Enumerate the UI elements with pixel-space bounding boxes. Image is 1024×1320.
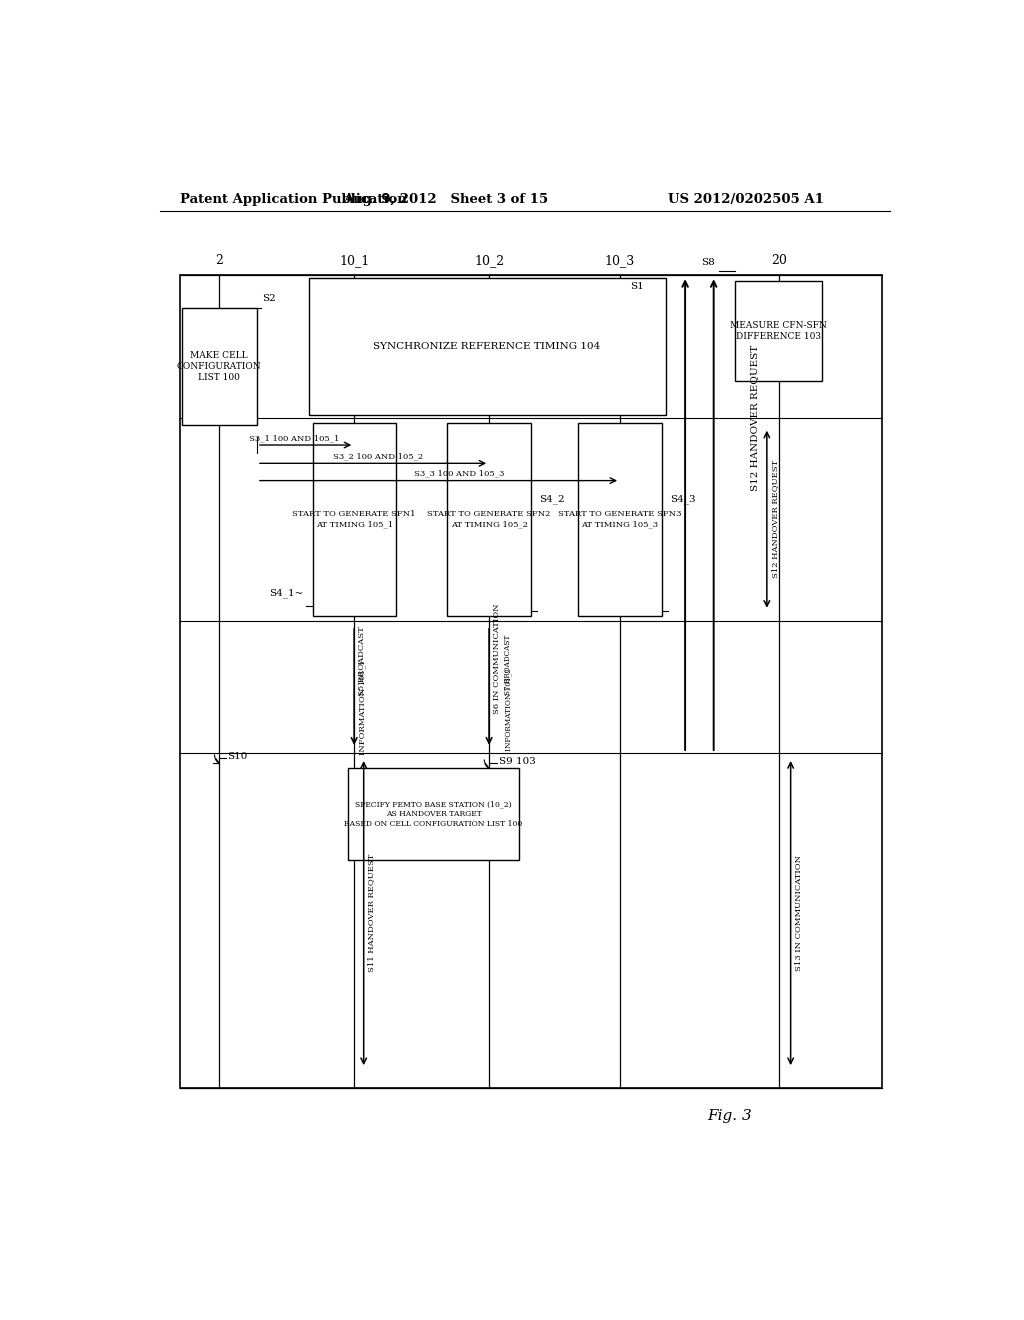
Text: S4_3: S4_3 [670, 494, 695, 504]
Text: S12 HANDOVER REQUEST: S12 HANDOVER REQUEST [751, 345, 760, 491]
Text: US 2012/0202505 A1: US 2012/0202505 A1 [668, 193, 823, 206]
Text: SYNCHRONIZE REFERENCE TIMING 104: SYNCHRONIZE REFERENCE TIMING 104 [374, 342, 601, 351]
Text: S10: S10 [227, 751, 248, 760]
Text: 20: 20 [771, 255, 786, 267]
Bar [312, 422, 396, 615]
Text: S4_2: S4_2 [539, 494, 564, 504]
Bar [579, 422, 662, 615]
Text: START TO GENERATE SFN3
AT TIMING 105_3: START TO GENERATE SFN3 AT TIMING 105_3 [558, 511, 682, 528]
Text: Aug. 9, 2012   Sheet 3 of 15: Aug. 9, 2012 Sheet 3 of 15 [343, 193, 548, 206]
Bar [308, 277, 666, 414]
Text: 10_1: 10_1 [339, 255, 370, 267]
Text: 10_3: 10_3 [605, 255, 635, 267]
Text: S3_1 100 AND 105_1: S3_1 100 AND 105_1 [250, 434, 340, 442]
Text: Fig. 3: Fig. 3 [708, 1109, 752, 1123]
Text: S5 BROADCAST: S5 BROADCAST [358, 627, 367, 697]
Text: S4_1~: S4_1~ [269, 589, 303, 598]
Bar [735, 281, 822, 381]
Bar [179, 276, 882, 1089]
Text: S6 IN COMMUNICATION: S6 IN COMMUNICATION [493, 603, 501, 714]
Text: S2: S2 [262, 294, 276, 304]
Text: MAKE CELL
CONFIGURATION
LIST 100: MAKE CELL CONFIGURATION LIST 100 [177, 351, 261, 383]
Text: S12 HANDOVER REQUEST: S12 HANDOVER REQUEST [771, 461, 779, 578]
Text: S9 103: S9 103 [499, 756, 536, 766]
Text: S7 BROADCAST: S7 BROADCAST [504, 635, 512, 694]
Text: Patent Application Publication: Patent Application Publication [179, 193, 407, 206]
Text: 10_2: 10_2 [474, 255, 504, 267]
Text: START TO GENERATE SFN1
AT TIMING 105_1: START TO GENERATE SFN1 AT TIMING 105_1 [293, 511, 416, 528]
Text: S8: S8 [701, 259, 715, 267]
Text: START TO GENERATE SFN2
AT TIMING 105_2: START TO GENERATE SFN2 AT TIMING 105_2 [427, 511, 551, 528]
Text: 2: 2 [215, 255, 223, 267]
Text: SPECIFY FEMTO BASE STATION (10_2)
AS HANDOVER TARGET
BASED ON CELL CONFIGURATION: SPECIFY FEMTO BASE STATION (10_2) AS HAN… [344, 800, 522, 828]
Text: S11 HANDOVER REQUEST: S11 HANDOVER REQUEST [368, 854, 376, 973]
Text: INFORMATION 101_2: INFORMATION 101_2 [504, 668, 512, 751]
Text: S3_2 100 AND 105_2: S3_2 100 AND 105_2 [333, 453, 423, 461]
Text: S3_3 100 AND 105_3: S3_3 100 AND 105_3 [414, 470, 505, 478]
Bar [447, 422, 530, 615]
Text: S13 IN COMMUNICATION: S13 IN COMMUNICATION [795, 855, 803, 972]
Bar [348, 768, 519, 859]
Text: S1: S1 [631, 281, 644, 290]
Text: INFORMATION 101_1: INFORMATION 101_1 [358, 660, 367, 755]
Bar [181, 309, 257, 425]
Text: MEASURE CFN-SFN
DIFFERENCE 103: MEASURE CFN-SFN DIFFERENCE 103 [730, 321, 827, 342]
